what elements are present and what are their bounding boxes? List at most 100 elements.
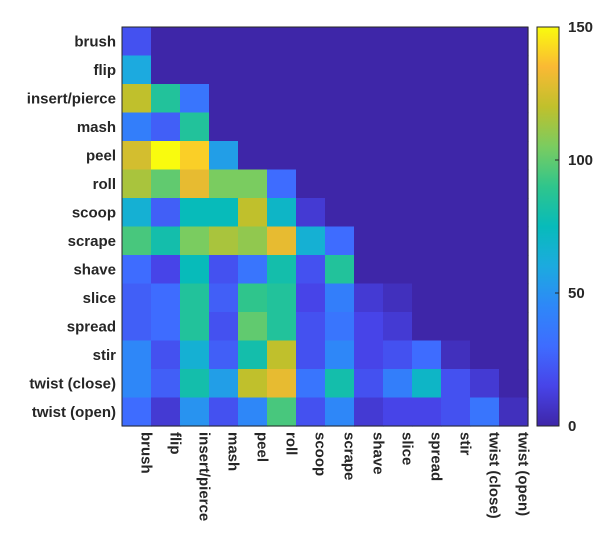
heatmap-cell bbox=[441, 312, 471, 342]
heatmap-cell bbox=[499, 312, 529, 342]
heatmap-cell bbox=[238, 283, 268, 313]
heatmap-cell bbox=[151, 112, 181, 142]
heatmap-cell bbox=[122, 112, 152, 142]
heatmap-cell bbox=[151, 141, 181, 171]
heatmap-cell bbox=[267, 198, 297, 228]
heatmap-cell bbox=[296, 255, 326, 285]
heatmap-cell bbox=[441, 283, 471, 313]
heatmap-cell bbox=[180, 84, 210, 114]
colorbar-ticks: 0 50 100 150 bbox=[555, 19, 593, 435]
heatmap-cell bbox=[122, 169, 152, 199]
heatmap-cell bbox=[151, 255, 181, 285]
heatmap-cell bbox=[296, 84, 326, 114]
heatmap-cell bbox=[470, 283, 500, 313]
heatmap-cell bbox=[267, 255, 297, 285]
column-tick-label: shave bbox=[370, 432, 387, 475]
heatmap-cell bbox=[180, 198, 210, 228]
heatmap-cell bbox=[470, 255, 500, 285]
heatmap-cell bbox=[499, 169, 529, 199]
heatmap-cell bbox=[412, 255, 442, 285]
heatmap-cell bbox=[151, 397, 181, 427]
heatmap-cell bbox=[151, 369, 181, 399]
heatmap-cell bbox=[499, 397, 529, 427]
heatmap-cell bbox=[267, 112, 297, 142]
heatmap-cell bbox=[470, 369, 500, 399]
heatmap-cell bbox=[383, 141, 413, 171]
row-tick-label: scoop bbox=[72, 204, 116, 221]
heatmap-cell bbox=[383, 198, 413, 228]
heatmap-cells bbox=[122, 27, 529, 427]
heatmap-cell bbox=[180, 226, 210, 256]
heatmap-cell bbox=[238, 226, 268, 256]
heatmap-cell bbox=[122, 369, 152, 399]
heatmap-cell bbox=[412, 226, 442, 256]
heatmap-cell bbox=[267, 169, 297, 199]
heatmap-cell bbox=[499, 112, 529, 142]
heatmap-cell bbox=[209, 397, 239, 427]
heatmap-cell bbox=[470, 141, 500, 171]
heatmap-cell bbox=[296, 141, 326, 171]
heatmap-cell bbox=[354, 226, 384, 256]
heatmap-cell bbox=[151, 169, 181, 199]
heatmap-cell bbox=[238, 397, 268, 427]
heatmap-cell bbox=[499, 27, 529, 57]
row-tick-label: brush bbox=[74, 33, 116, 50]
heatmap-cell bbox=[151, 198, 181, 228]
column-tick-label: insert/pierce bbox=[196, 432, 213, 521]
heatmap-cell bbox=[412, 55, 442, 85]
heatmap-cell bbox=[325, 283, 355, 313]
row-tick-label: stir bbox=[93, 347, 117, 364]
heatmap-cell bbox=[122, 27, 152, 57]
heatmap-cell bbox=[412, 397, 442, 427]
heatmap-cell bbox=[499, 340, 529, 370]
heatmap-cell bbox=[325, 141, 355, 171]
heatmap-cell bbox=[412, 369, 442, 399]
heatmap-cell bbox=[296, 312, 326, 342]
row-tick-label: slice bbox=[83, 290, 116, 307]
heatmap-cell bbox=[122, 141, 152, 171]
heatmap-cell bbox=[209, 283, 239, 313]
heatmap-cell bbox=[412, 283, 442, 313]
heatmap-cell bbox=[296, 198, 326, 228]
heatmap-cell bbox=[238, 340, 268, 370]
column-tick-label: stir bbox=[457, 432, 474, 456]
heatmap-cell bbox=[180, 397, 210, 427]
heatmap-cell bbox=[122, 340, 152, 370]
heatmap-cell bbox=[383, 283, 413, 313]
heatmap-cell bbox=[325, 55, 355, 85]
heatmap-cell bbox=[354, 84, 384, 114]
heatmap-cell bbox=[470, 112, 500, 142]
heatmap-cell bbox=[325, 27, 355, 57]
heatmap-cell bbox=[151, 283, 181, 313]
heatmap-cell bbox=[209, 369, 239, 399]
heatmap-cell bbox=[180, 369, 210, 399]
heatmap-cell bbox=[151, 312, 181, 342]
heatmap-cell bbox=[499, 369, 529, 399]
heatmap-cell bbox=[238, 255, 268, 285]
heatmap-cell bbox=[209, 84, 239, 114]
heatmap-cell bbox=[441, 198, 471, 228]
heatmap-cell bbox=[354, 198, 384, 228]
heatmap-cell bbox=[412, 340, 442, 370]
heatmap-cell bbox=[180, 340, 210, 370]
heatmap-cell bbox=[122, 397, 152, 427]
heatmap-cell bbox=[441, 169, 471, 199]
heatmap-cell bbox=[325, 255, 355, 285]
heatmap-cell bbox=[441, 226, 471, 256]
heatmap-cell bbox=[499, 283, 529, 313]
heatmap-cell bbox=[151, 340, 181, 370]
heatmap-cell bbox=[470, 169, 500, 199]
heatmap-cell bbox=[151, 226, 181, 256]
row-tick-label: twist (close) bbox=[29, 375, 116, 392]
heatmap-cell bbox=[499, 226, 529, 256]
column-tick-label: roll bbox=[283, 432, 300, 455]
heatmap-cell bbox=[470, 340, 500, 370]
heatmap-cell bbox=[267, 340, 297, 370]
heatmap-cell bbox=[383, 226, 413, 256]
heatmap-cell bbox=[122, 198, 152, 228]
heatmap-cell bbox=[412, 169, 442, 199]
heatmap-cell bbox=[412, 312, 442, 342]
row-tick-label: scrape bbox=[68, 233, 116, 250]
heatmap-cell bbox=[238, 369, 268, 399]
heatmap-cell bbox=[209, 226, 239, 256]
